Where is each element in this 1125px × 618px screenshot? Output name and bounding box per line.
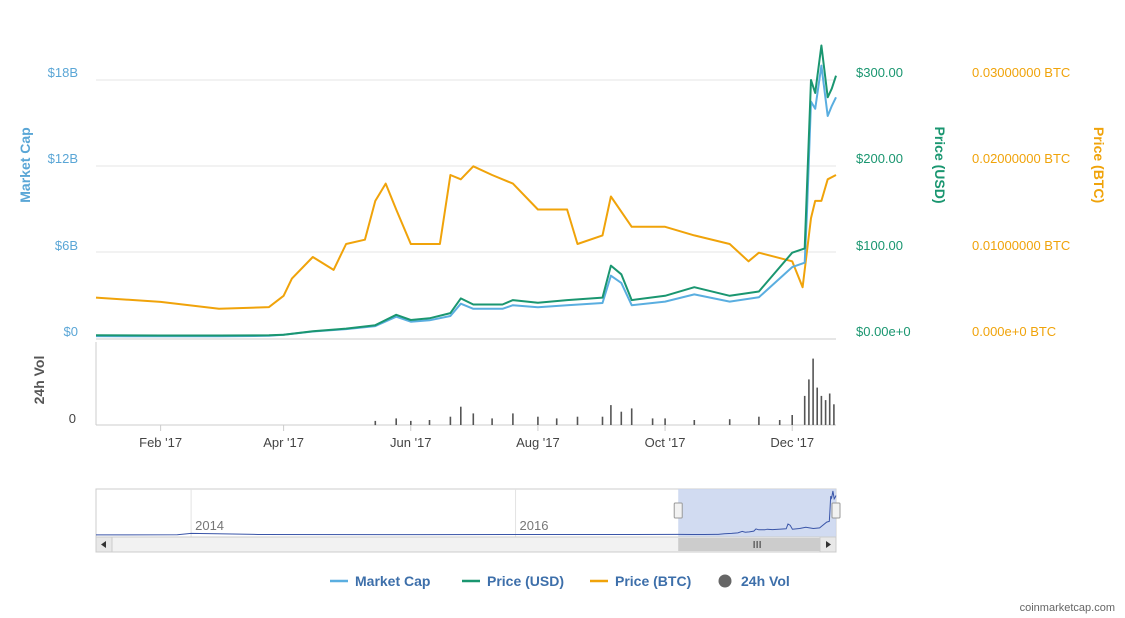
x-tick-label: Feb '17 xyxy=(139,435,182,450)
volume-bar[interactable] xyxy=(630,408,633,425)
volume-bars xyxy=(95,342,836,426)
legend-swatch-volume xyxy=(718,574,732,588)
navigator-selection[interactable] xyxy=(678,489,836,537)
price-btc-axis: 0.000e+0 BTC 0.01000000 BTC 0.02000000 B… xyxy=(972,65,1107,339)
legend-label-price-btc: Price (BTC) xyxy=(615,573,691,589)
volume-bar[interactable] xyxy=(491,418,493,425)
volume-bar[interactable] xyxy=(651,418,654,425)
market-cap-tick-3: $18B xyxy=(48,65,78,80)
navigator-tick-label: 2014 xyxy=(195,518,224,533)
price-btc-tick-0: 0.000e+0 BTC xyxy=(972,324,1056,339)
market-cap-tick-0: $0 xyxy=(64,324,78,339)
series-line-price-btc[interactable] xyxy=(95,165,837,310)
navigator-line xyxy=(95,490,837,536)
x-tick-label: Apr '17 xyxy=(263,435,304,450)
volume-tick-0: 0 xyxy=(69,411,76,426)
volume-axis: 0 24h Vol xyxy=(31,356,76,426)
volume-axis-title: 24h Vol xyxy=(31,356,47,405)
gridlines xyxy=(96,79,836,340)
volume-bar[interactable] xyxy=(460,406,462,425)
volume-bar[interactable] xyxy=(537,416,539,425)
x-tick-label: Aug '17 xyxy=(516,435,560,450)
legend: Market Cap Price (USD) Price (BTC) 24h V… xyxy=(330,573,790,589)
volume-bar[interactable] xyxy=(555,418,558,425)
volume-bar[interactable] xyxy=(395,418,397,425)
volume-bar[interactable] xyxy=(824,400,827,425)
legend-label-volume: 24h Vol xyxy=(741,573,790,589)
navigator-handle-left[interactable] xyxy=(673,502,683,519)
volume-bar[interactable] xyxy=(620,411,623,425)
price-btc-tick-1: 0.01000000 BTC xyxy=(972,238,1070,253)
price-usd-tick-3: $300.00 xyxy=(856,65,903,80)
volume-bar[interactable] xyxy=(791,415,793,425)
volume-bar[interactable] xyxy=(728,419,731,425)
volume-bar[interactable] xyxy=(472,413,475,425)
volume-bar[interactable] xyxy=(816,387,818,425)
x-axis: Feb '17 Apr '17 Jun '17 Aug '17 Oct '17 Dec '… xyxy=(139,425,814,450)
volume-bar[interactable] xyxy=(758,416,760,425)
price-usd-axis: $0.00e+0 $100.00 $200.00 $300.00 Price (… xyxy=(856,65,948,339)
navigator[interactable]: 2014 2016 xyxy=(95,488,841,553)
navigator-tick-label: 2016 xyxy=(520,518,549,533)
volume-bar[interactable] xyxy=(808,379,810,426)
legend-item-price-btc[interactable]: Price (BTC) xyxy=(590,573,691,589)
market-cap-tick-1: $6B xyxy=(55,238,78,253)
volume-bar[interactable] xyxy=(693,420,696,425)
price-btc-axis-title: Price (BTC) xyxy=(1091,127,1107,203)
volume-bar[interactable] xyxy=(820,395,823,425)
x-tick-label: Jun '17 xyxy=(390,435,432,450)
volume-bar[interactable] xyxy=(778,420,781,425)
series-line-price-usd[interactable] xyxy=(95,44,837,337)
legend-item-price-usd[interactable]: Price (USD) xyxy=(462,573,564,589)
legend-item-volume[interactable]: 24h Vol xyxy=(718,573,790,589)
volume-bar[interactable] xyxy=(374,420,377,426)
volume-bar[interactable] xyxy=(601,416,604,425)
price-usd-tick-1: $100.00 xyxy=(856,238,903,253)
x-tick-label: Dec '17 xyxy=(770,435,814,450)
market-cap-axis: $0 $6B $12B $18B Market Cap xyxy=(17,65,78,339)
volume-bar[interactable] xyxy=(664,418,666,425)
volume-bar[interactable] xyxy=(828,393,831,426)
credit-text[interactable]: coinmarketcap.com xyxy=(1020,602,1115,614)
scroll-left-arrow-icon xyxy=(101,541,106,548)
navigator-handle-right[interactable] xyxy=(831,502,841,519)
price-usd-axis-title: Price (USD) xyxy=(932,126,948,203)
market-cap-axis-title: Market Cap xyxy=(17,127,33,202)
volume-bar[interactable] xyxy=(803,395,806,425)
legend-label-market-cap: Market Cap xyxy=(355,573,430,589)
price-usd-tick-0: $0.00e+0 xyxy=(856,324,911,339)
price-usd-tick-2: $200.00 xyxy=(856,151,903,166)
x-tick-label: Oct '17 xyxy=(645,435,686,450)
volume-bar[interactable] xyxy=(428,420,431,425)
volume-bar[interactable] xyxy=(610,405,612,425)
volume-bar[interactable] xyxy=(512,413,514,425)
volume-bar[interactable] xyxy=(833,404,835,426)
scroll-right-arrow-icon xyxy=(826,541,831,548)
legend-label-price-usd: Price (USD) xyxy=(487,573,564,589)
volume-bar[interactable] xyxy=(449,416,452,425)
legend-item-market-cap[interactable]: Market Cap xyxy=(330,573,430,589)
market-cap-tick-2: $12B xyxy=(48,151,78,166)
volume-bar[interactable] xyxy=(410,420,412,426)
volume-bar[interactable] xyxy=(576,416,579,425)
series-line-market-cap[interactable] xyxy=(95,64,837,338)
price-btc-tick-2: 0.02000000 BTC xyxy=(972,151,1070,166)
series-layer xyxy=(95,44,837,338)
volume-bar[interactable] xyxy=(812,358,814,425)
price-btc-tick-3: 0.03000000 BTC xyxy=(972,65,1070,80)
